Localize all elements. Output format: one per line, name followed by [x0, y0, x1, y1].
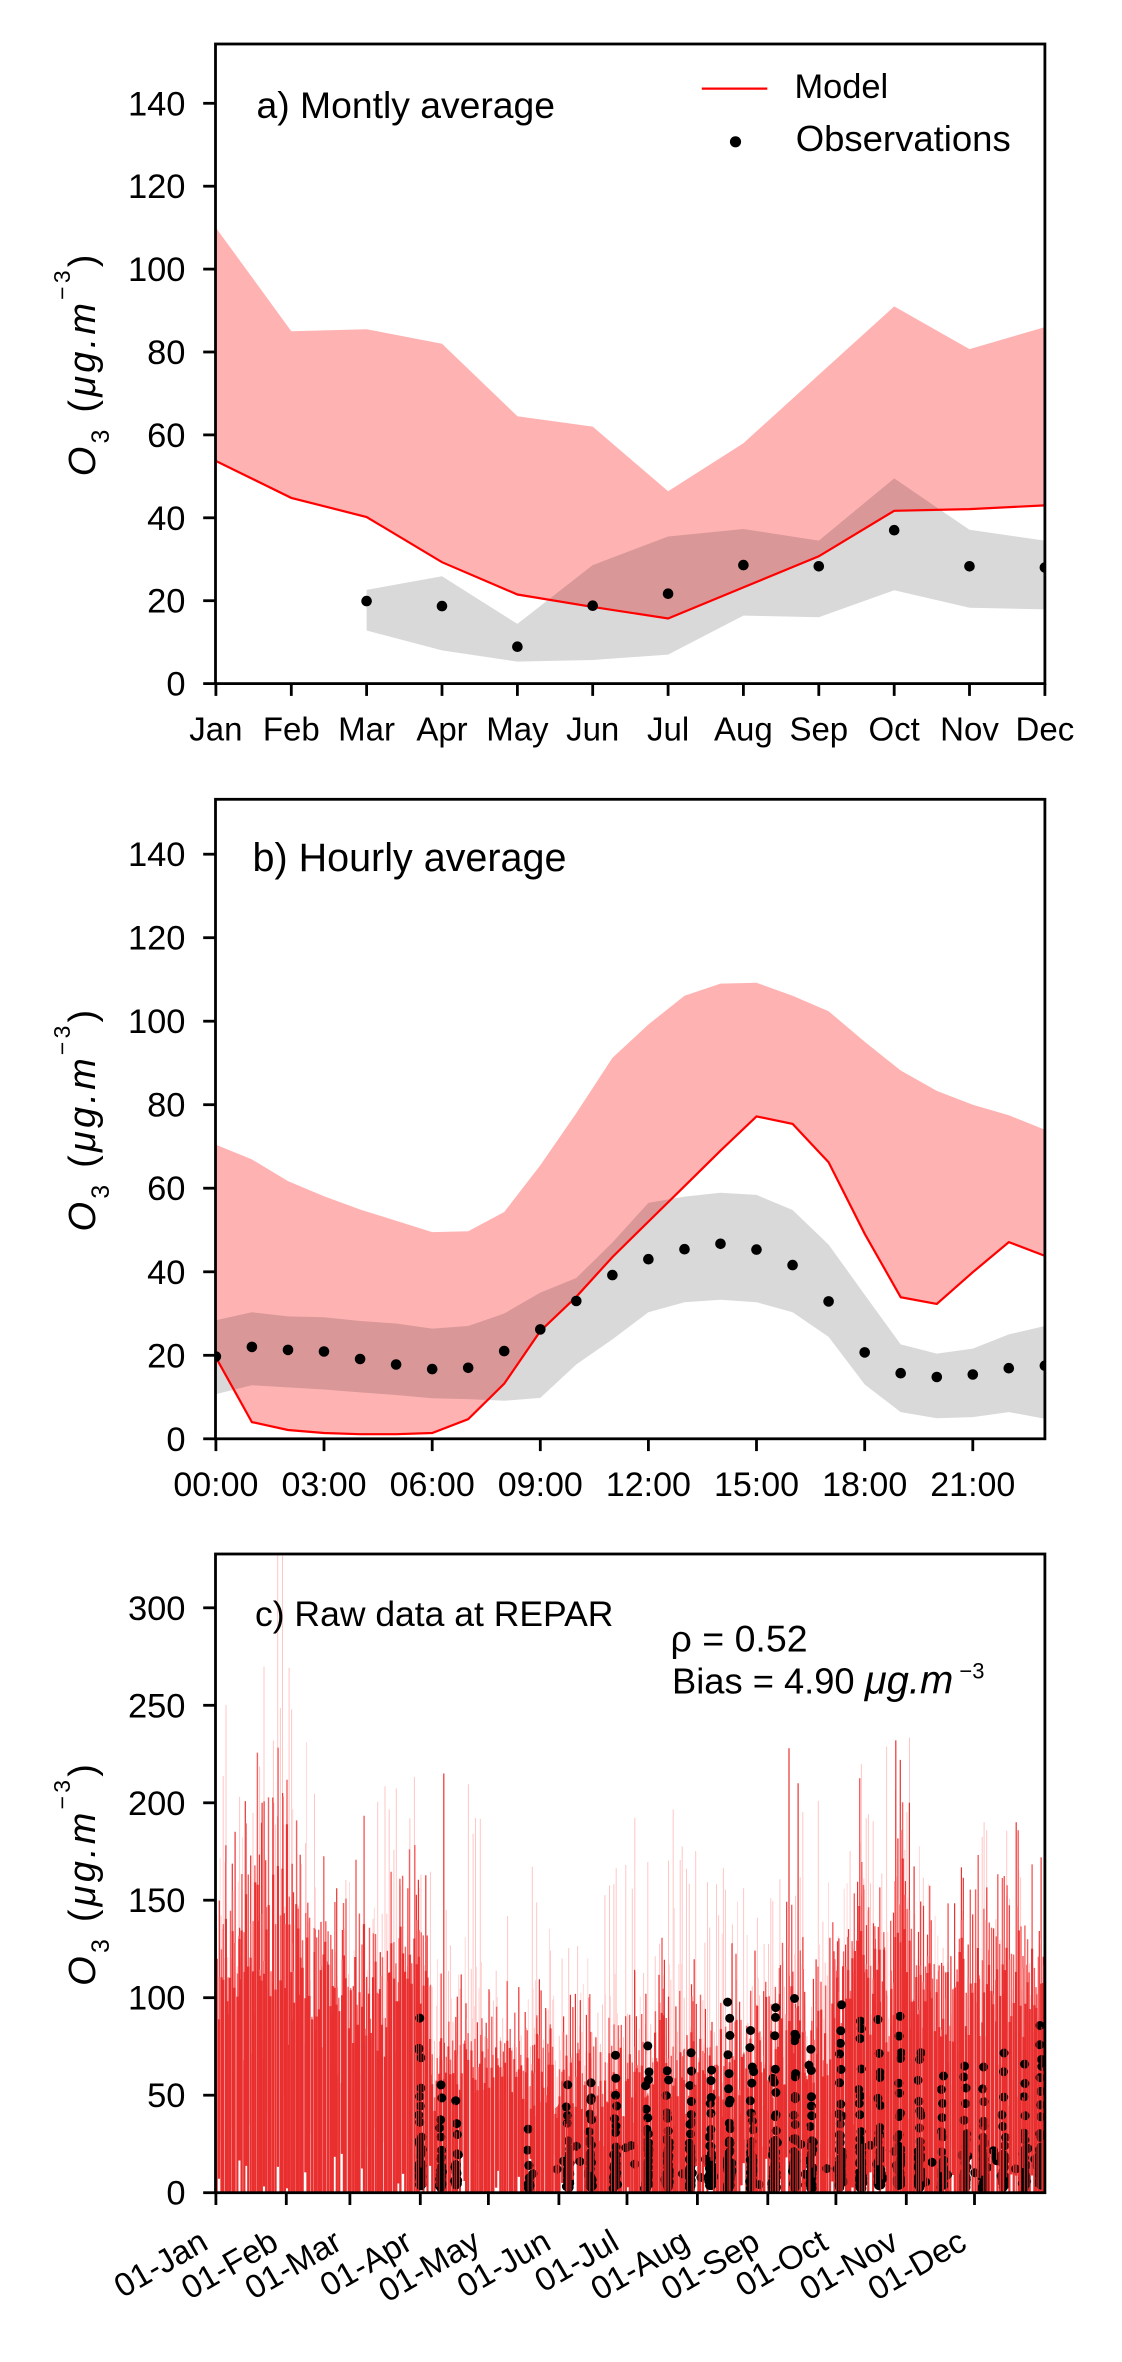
svg-text:03:00: 03:00 [281, 1466, 366, 1504]
svg-text:00:00: 00:00 [173, 1466, 258, 1504]
svg-text:O3 (μg.m−3): O3 (μg.m−3) [49, 1761, 115, 1986]
svg-text:06:00: 06:00 [390, 1466, 475, 1504]
svg-text:100: 100 [128, 1980, 186, 2018]
svg-text:Sep: Sep [789, 711, 848, 748]
svg-text:21:00: 21:00 [930, 1466, 1015, 1504]
svg-text:18:00: 18:00 [822, 1466, 907, 1504]
svg-text:150: 150 [128, 1882, 186, 1920]
svg-text:Aug: Aug [714, 711, 773, 748]
svg-text:Jul: Jul [647, 711, 689, 748]
svg-text:0: 0 [166, 1421, 185, 1459]
svg-text:Jan: Jan [189, 711, 242, 748]
svg-text:100: 100 [128, 1003, 186, 1041]
svg-text:May: May [486, 711, 549, 748]
svg-text:Dec: Dec [1016, 711, 1075, 748]
svg-text:Feb: Feb [263, 711, 320, 748]
svg-text:120: 120 [128, 168, 186, 206]
svg-text:80: 80 [147, 1087, 185, 1125]
svg-text:Jun: Jun [566, 711, 619, 748]
svg-text:b) Hourly average: b) Hourly average [253, 836, 567, 880]
svg-text:40: 40 [147, 1254, 185, 1292]
svg-text:Oct: Oct [869, 711, 920, 748]
svg-text:60: 60 [147, 1170, 185, 1208]
svg-text:Model: Model [795, 68, 889, 106]
svg-text:Observations: Observations [796, 118, 1011, 159]
svg-text:Apr: Apr [416, 711, 467, 748]
svg-text:0: 0 [166, 666, 185, 704]
svg-text:50: 50 [147, 2077, 185, 2115]
svg-text:40: 40 [147, 500, 185, 538]
svg-text:O3 (μg.m−3): O3 (μg.m−3) [49, 1007, 115, 1232]
svg-text:140: 140 [128, 836, 186, 874]
svg-text:15:00: 15:00 [714, 1466, 799, 1504]
svg-text:c) Raw data at REPAR: c) Raw data at REPAR [255, 1594, 613, 1634]
svg-text:300: 300 [128, 1590, 186, 1628]
svg-text:140: 140 [128, 85, 186, 123]
svg-text:Nov: Nov [940, 711, 999, 748]
svg-text:O3 (μg.m−3): O3 (μg.m−3) [49, 251, 115, 476]
svg-text:ρ = 0.52: ρ = 0.52 [671, 1618, 808, 1660]
svg-text:200: 200 [128, 1785, 186, 1823]
svg-text:Mar: Mar [338, 711, 395, 748]
svg-text:100: 100 [128, 251, 186, 289]
svg-text:250: 250 [128, 1687, 186, 1725]
svg-text:12:00: 12:00 [606, 1466, 691, 1504]
svg-text:120: 120 [128, 920, 186, 958]
svg-text:80: 80 [147, 334, 185, 372]
svg-text:Bias = 4.90 μg.m −3: Bias = 4.90 μg.m −3 [672, 1658, 985, 1702]
svg-text:a) Montly average: a) Montly average [257, 84, 556, 126]
svg-text:20: 20 [147, 1337, 185, 1375]
svg-text:0: 0 [166, 2175, 185, 2213]
svg-text:60: 60 [147, 417, 185, 455]
svg-text:09:00: 09:00 [498, 1466, 583, 1504]
svg-text:20: 20 [147, 583, 185, 621]
